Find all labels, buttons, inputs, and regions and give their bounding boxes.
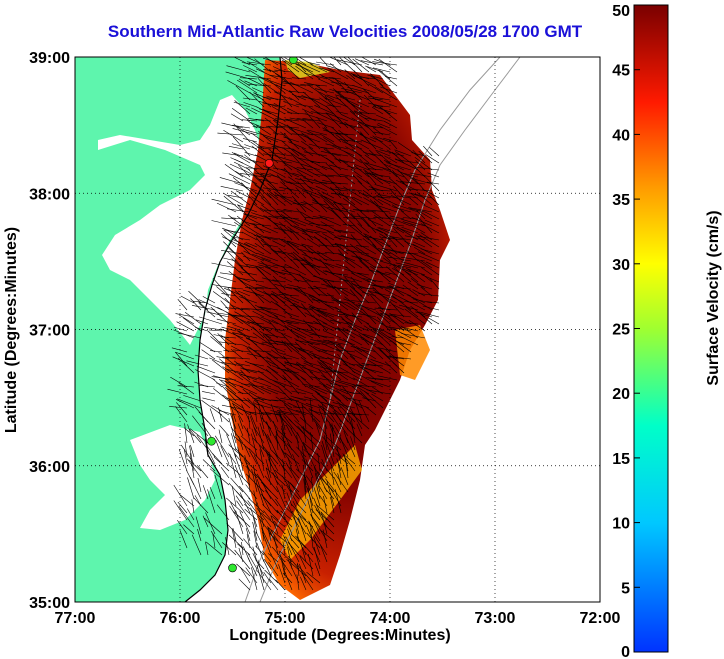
x-tick-label: 76:00	[160, 610, 201, 627]
y-tick-label: 38:00	[29, 186, 70, 203]
y-tick-label: 37:00	[29, 323, 70, 340]
colorbar-tick-label: 35	[612, 192, 630, 209]
north-station-marker	[289, 57, 298, 65]
map-title: Southern Mid-Atlantic Raw Velocities 200…	[107, 22, 583, 41]
x-axis-label: Longitude (Degrees:Minutes)	[229, 627, 450, 644]
colorbar-tick-label: 30	[612, 257, 630, 274]
hatteras-north-station-marker	[207, 436, 216, 446]
x-tick-label: 75:00	[265, 610, 306, 627]
y-tick-label: 35:00	[29, 595, 70, 612]
colorbar-tick-label: 15	[612, 451, 630, 468]
velocity-field-slow-patch-south	[280, 445, 362, 560]
colorbar-tick-label: 40	[612, 127, 630, 144]
sound-water	[130, 425, 215, 530]
land-mass	[75, 57, 282, 602]
velocity-field-slow-patch	[395, 325, 430, 380]
map-grid	[75, 57, 600, 602]
colorbar-label: Surface Velocity (cm/s)	[705, 210, 722, 385]
x-tick-label: 77:00	[55, 610, 96, 627]
station-markers	[207, 57, 298, 573]
plot-frame	[74, 56, 601, 603]
colorbar-tick-label: 0	[621, 644, 630, 659]
x-axis-ticks: 77:00 76:00 75:00 74:00 73:00 72:00	[55, 610, 621, 627]
colorbar-tick-label: 45	[612, 63, 630, 80]
colorbar-tick-label: 5	[621, 580, 630, 597]
x-tick-label: 72:00	[580, 610, 621, 627]
x-tick-label: 73:00	[475, 610, 516, 627]
y-tick-label: 36:00	[29, 459, 70, 476]
colorbar-tick-label: 20	[612, 386, 630, 403]
hatteras-south-station-marker	[228, 563, 237, 573]
colorbar-tick-label: 10	[612, 516, 630, 533]
mid-station-marker	[264, 158, 274, 168]
colorbar-tick-label: 25	[612, 322, 630, 339]
bathymetry-contours	[244, 57, 521, 602]
y-axis-label: Latitude (Degrees:Minutes)	[3, 227, 20, 433]
x-tick-label: 74:00	[370, 610, 411, 627]
y-axis-ticks: 39:00 38:00 37:00 36:00 35:00	[29, 50, 70, 612]
y-tick-label: 39:00	[29, 50, 70, 67]
colorbar-tick-label: 50	[612, 3, 630, 20]
velocity-vectors	[167, 57, 440, 591]
